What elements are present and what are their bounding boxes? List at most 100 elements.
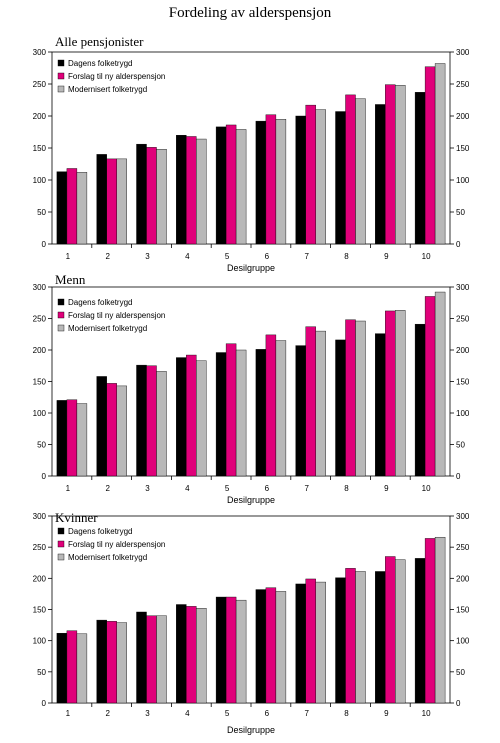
legend-swatch	[57, 311, 65, 319]
bar-modernisert-8	[355, 320, 366, 477]
x-tick-label: 7	[304, 484, 309, 493]
bar-modernisert-10	[434, 536, 446, 704]
bar-forslag-2	[106, 621, 117, 704]
y-tick-label-left: 300	[33, 283, 47, 292]
x-tick-label: 1	[66, 709, 71, 718]
bar-forslag-3	[146, 615, 157, 704]
bar-forslag-8	[345, 94, 356, 245]
x-tick-label: 5	[225, 252, 230, 261]
bar-dagens-4	[176, 357, 187, 477]
panel-title: Alle pensjonister	[55, 34, 144, 49]
bar-modernisert-3	[156, 615, 167, 704]
x-tick-label: 6	[265, 709, 270, 718]
y-tick-label-left: 200	[33, 112, 47, 121]
bar-dagens-5	[215, 352, 227, 477]
bar-forslag-10	[424, 296, 436, 477]
bar-dagens-10	[414, 558, 426, 704]
bar-forslag-8	[345, 319, 356, 477]
y-tick-label-left: 250	[33, 315, 47, 324]
panel-title: Kvinner	[55, 510, 98, 525]
x-axis-label: Desilgruppe	[227, 495, 275, 505]
bar-forslag-9	[385, 84, 396, 245]
x-tick-label: 4	[185, 252, 190, 261]
bar-dagens-6	[255, 589, 267, 704]
y-tick-label-right: 250	[456, 543, 470, 552]
bar-modernisert-10	[434, 291, 446, 477]
x-tick-label: 9	[384, 252, 389, 261]
y-tick-label-left: 100	[33, 176, 47, 185]
legend-swatch	[57, 553, 65, 561]
bar-modernisert-2	[116, 385, 127, 477]
x-tick-label: 9	[384, 709, 389, 718]
x-tick-label: 10	[422, 484, 431, 493]
bar-forslag-9	[385, 556, 396, 704]
legend-swatch	[57, 72, 65, 80]
bar-modernisert-4	[196, 608, 207, 704]
bar-forslag-7	[305, 104, 316, 245]
x-tick-label: 2	[105, 484, 110, 493]
bar-forslag-1	[66, 399, 78, 477]
bar-dagens-1	[56, 400, 68, 477]
bar-forslag-5	[225, 124, 237, 245]
bar-dagens-2	[96, 619, 107, 704]
chart-panel-1: Alle pensjonister 0 0 50 50 100 100 150 150 200 20…	[33, 34, 470, 273]
x-tick-label: 1	[66, 252, 71, 261]
bar-dagens-1	[56, 632, 68, 704]
bar-modernisert-5	[235, 129, 247, 245]
x-tick-label: 10	[422, 252, 431, 261]
legend-label: Modernisert folketrygd	[68, 324, 147, 333]
bar-modernisert-2	[116, 158, 127, 245]
y-tick-label-right: 300	[456, 283, 470, 292]
y-tick-label-left: 100	[33, 637, 47, 646]
x-tick-label: 9	[384, 484, 389, 493]
bar-modernisert-5	[235, 349, 247, 477]
legend-label: Forslag til ny alderspensjon	[68, 311, 165, 320]
y-tick-label-right: 0	[456, 472, 461, 481]
y-tick-label-left: 300	[33, 512, 47, 521]
chart-panel-2: Menn 0 0 50 50 100 100 150 150 200 200 250 250 300 300…	[33, 272, 470, 505]
legend-swatch	[57, 527, 65, 535]
bar-modernisert-7	[315, 109, 326, 245]
bar-modernisert-1	[76, 403, 88, 477]
y-tick-label-left: 250	[33, 80, 47, 89]
y-tick-label-right: 250	[456, 80, 470, 89]
main-title: Fordeling av alderspensjon	[168, 5, 332, 21]
x-tick-label: 7	[304, 709, 309, 718]
x-tick-label: 3	[145, 484, 150, 493]
bar-forslag-7	[305, 578, 316, 704]
y-tick-label-right: 100	[456, 637, 470, 646]
bar-forslag-6	[265, 587, 277, 704]
x-tick-label: 8	[344, 252, 349, 261]
bar-forslag-7	[305, 326, 316, 477]
bar-dagens-2	[96, 376, 107, 477]
bar-modernisert-4	[196, 360, 207, 477]
x-tick-label: 10	[422, 709, 431, 718]
bar-dagens-10	[414, 323, 426, 477]
bar-dagens-5	[215, 596, 227, 704]
y-tick-label-left: 0	[42, 699, 47, 708]
x-tick-label: 7	[304, 252, 309, 261]
bar-modernisert-3	[156, 149, 167, 245]
y-tick-label-right: 100	[456, 409, 470, 418]
y-tick-label-right: 150	[456, 378, 470, 387]
legend-label: Forslag til ny alderspensjon	[68, 72, 165, 81]
y-tick-label-left: 200	[33, 574, 47, 583]
bar-dagens-7	[295, 115, 306, 245]
x-tick-label: 2	[105, 252, 110, 261]
bar-dagens-9	[375, 104, 386, 245]
bar-forslag-2	[106, 158, 117, 245]
bar-modernisert-1	[76, 172, 88, 245]
x-tick-label: 5	[225, 484, 230, 493]
x-tick-label: 8	[344, 709, 349, 718]
y-tick-label-right: 150	[456, 606, 470, 615]
y-tick-label-left: 250	[33, 543, 47, 552]
legend-label: Dagens folketrygd	[68, 59, 132, 68]
legend-swatch	[57, 298, 65, 306]
bar-forslag-10	[424, 538, 436, 704]
bar-dagens-4	[176, 604, 187, 704]
legend-label: Dagens folketrygd	[68, 298, 132, 307]
y-tick-label-right: 0	[456, 699, 461, 708]
y-tick-label-right: 200	[456, 112, 470, 121]
bar-dagens-5	[215, 126, 227, 245]
